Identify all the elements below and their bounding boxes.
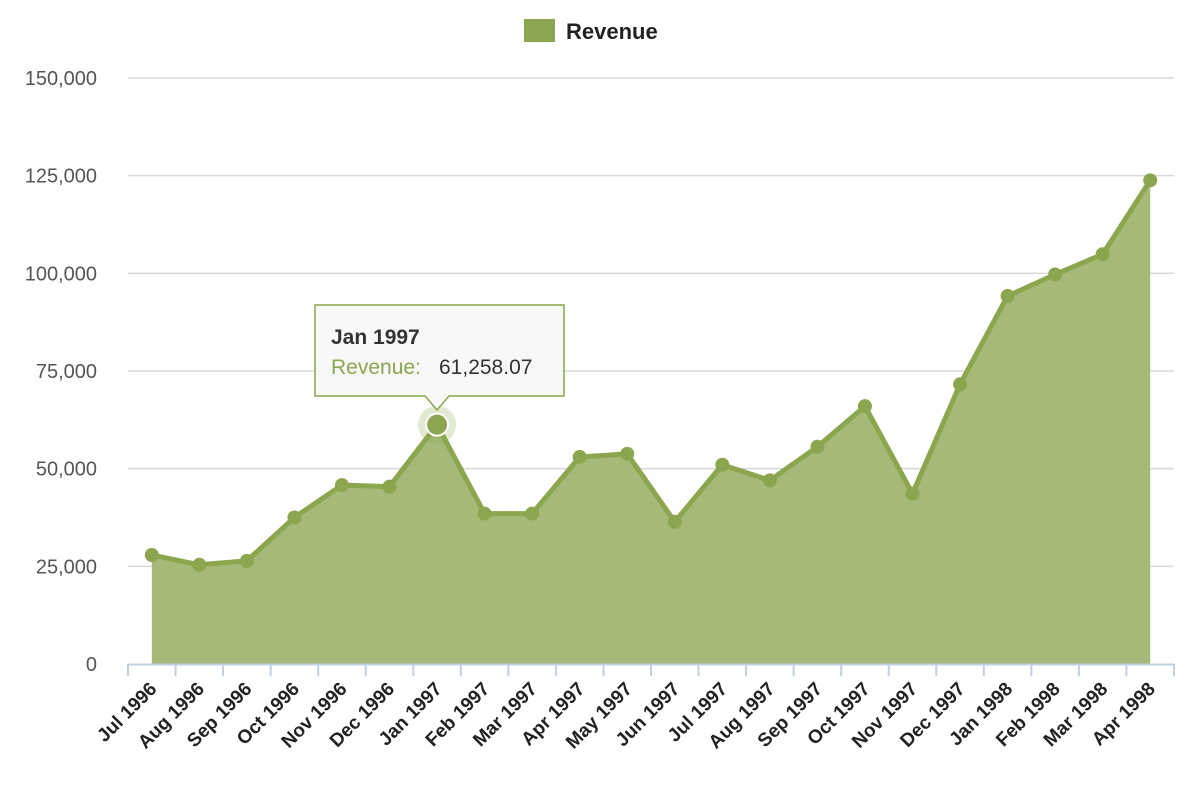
data-point[interactable] [1000,288,1015,303]
data-point[interactable] [334,478,349,493]
data-point-hovered[interactable] [425,412,450,437]
y-tick-label: 50,000 [36,459,97,481]
tooltip-series-label: Revenue: [331,356,421,379]
legend-swatch-revenue[interactable] [524,19,555,42]
tooltip: Jan 1997 Revenue: 61,258.07 [314,304,565,412]
data-point[interactable] [953,377,968,392]
revenue-line [149,177,1153,568]
data-points [144,173,1158,572]
y-axis-tick-labels: 0 25,000 50,000 75,000 100,000 125,000 150,000 [25,68,97,676]
data-point[interactable] [1048,267,1063,282]
tooltip-box [314,304,565,412]
area-fill [151,180,1151,664]
data-point[interactable] [572,449,587,464]
y-tick-label: 75,000 [36,361,97,383]
data-point[interactable] [667,514,682,529]
data-point[interactable] [762,473,777,488]
y-tick-label: 125,000 [25,166,97,188]
legend[interactable]: Revenue [524,19,658,44]
data-point[interactable] [144,548,159,563]
data-point[interactable] [477,506,492,521]
y-tick-label: 0 [86,654,97,676]
data-point[interactable] [239,553,254,568]
data-point[interactable] [620,446,635,461]
y-tick-label: 100,000 [25,263,97,285]
y-tick-label: 25,000 [36,556,97,578]
x-axis [127,663,1175,676]
data-point[interactable] [810,439,825,454]
data-point[interactable] [287,510,302,525]
area-shape [151,180,1151,664]
data-point[interactable] [1095,247,1110,262]
series-line [149,177,1153,568]
data-point[interactable] [857,399,872,414]
data-point[interactable] [905,486,920,501]
data-point[interactable] [192,557,207,572]
data-point[interactable] [382,479,397,494]
tooltip-value: 61,258.07 [439,356,532,379]
data-point[interactable] [715,457,730,472]
data-point[interactable] [525,506,540,521]
data-point[interactable] [1143,173,1158,188]
tooltip-title: Jan 1997 [331,326,420,349]
legend-label-revenue[interactable]: Revenue [566,19,658,44]
y-tick-label: 150,000 [25,68,97,90]
